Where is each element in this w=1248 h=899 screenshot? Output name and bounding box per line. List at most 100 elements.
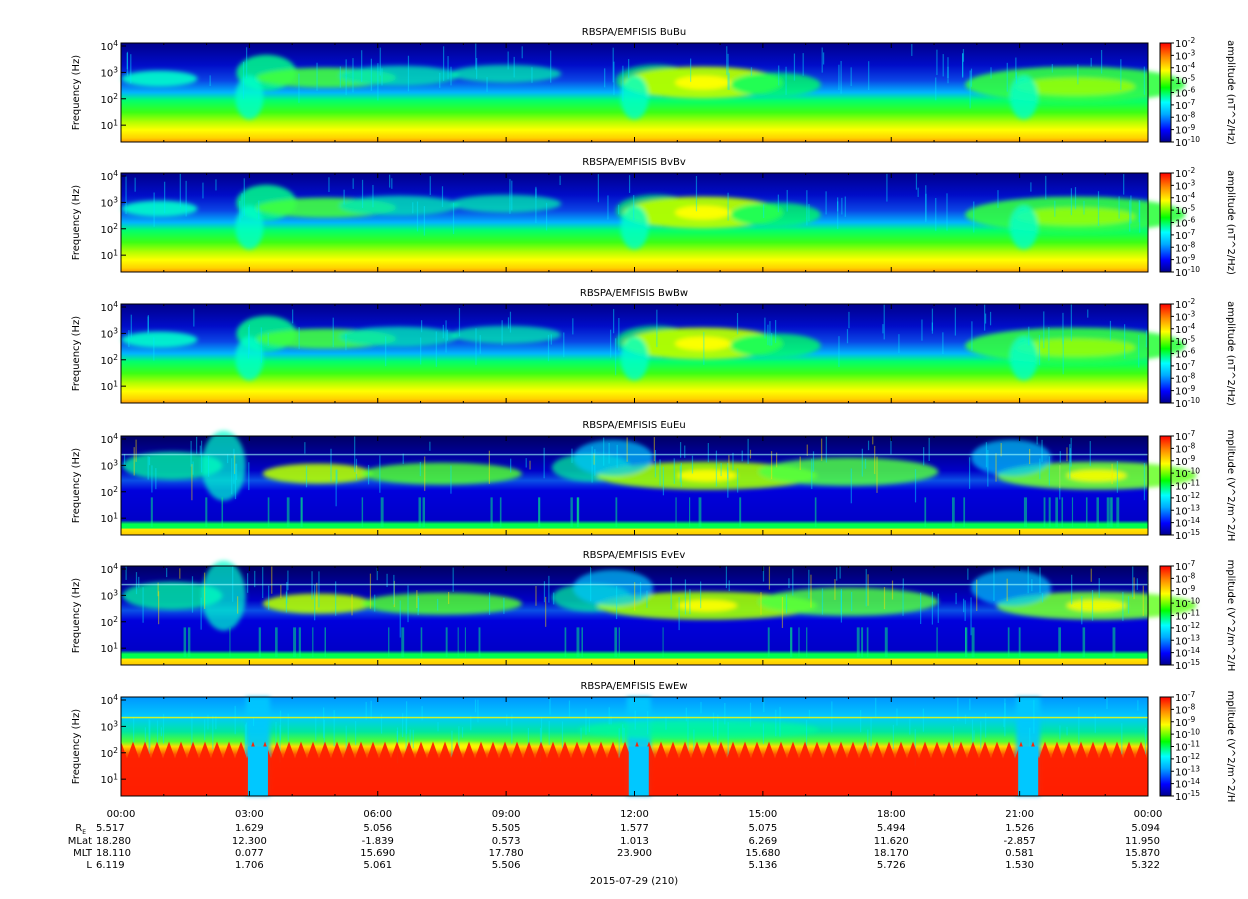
streak (802, 53, 804, 76)
ephemeris-value: 5.322 (1131, 860, 1160, 871)
streak (1089, 441, 1091, 467)
colorbar-tick-label: 10-4 (1175, 61, 1195, 75)
streak (618, 204, 620, 215)
streak (193, 308, 195, 327)
streak (461, 727, 464, 738)
streak (970, 597, 972, 636)
streak (790, 627, 792, 658)
streak (678, 597, 680, 631)
streak (243, 178, 245, 217)
y-axis-label: Frequency (Hz) (71, 185, 82, 261)
streak (768, 566, 771, 590)
tick-exponent: -4 (1188, 322, 1196, 331)
colorbar-tick-label: 10-12 (1175, 491, 1200, 505)
colorbar-tick-label: 10-5 (1175, 203, 1195, 217)
streak (970, 68, 973, 87)
streak (920, 592, 922, 624)
streak (928, 437, 930, 461)
tick-exponent: -7 (1188, 228, 1196, 237)
streak (144, 727, 146, 745)
colorbar-gradient (1159, 696, 1172, 797)
streak (618, 317, 620, 351)
streak (370, 58, 373, 91)
streak (386, 573, 388, 587)
colorbar-tick-label: 10-5 (1175, 334, 1195, 348)
streak (825, 436, 827, 463)
streak (212, 715, 214, 750)
tick-base: 10 (1175, 612, 1188, 623)
streak (437, 722, 439, 732)
streak (183, 627, 187, 658)
emission-feature (235, 205, 264, 250)
streak (615, 586, 618, 620)
colorbar-tick-label: 10-14 (1175, 777, 1200, 791)
streak (1033, 699, 1035, 734)
streak (1118, 196, 1120, 219)
streak (724, 702, 726, 725)
streak (458, 726, 460, 757)
streak (267, 497, 270, 528)
tick-exponent: 3 (113, 459, 118, 468)
tick-base: 10 (1175, 206, 1188, 217)
streak (407, 55, 410, 92)
streak (942, 54, 944, 77)
ephemeris-value: -2.857 (1004, 836, 1036, 847)
colorbar-tick-label: 10-7 (1175, 228, 1195, 242)
streak (547, 334, 550, 362)
spectrogram-features (121, 54, 1186, 120)
streak (923, 447, 925, 466)
streak (805, 719, 808, 754)
ephemeris-value: 6.119 (96, 860, 125, 871)
colorbar: 10-710-810-910-1010-1110-1210-1310-1410-… (1159, 429, 1236, 542)
streak (931, 591, 933, 625)
streak (166, 568, 168, 578)
tick-base: 10 (1175, 362, 1188, 373)
streak (488, 450, 490, 484)
streak (814, 497, 817, 528)
streak (248, 462, 250, 491)
streak (423, 206, 425, 236)
tick-base: 10 (1175, 693, 1188, 704)
tick-exponent: -5 (1188, 73, 1196, 82)
streak (1039, 567, 1041, 593)
streak (1007, 627, 1010, 658)
streak (418, 497, 421, 528)
y-tick-label: 101 (100, 248, 118, 262)
emission-feature (451, 325, 562, 344)
tick-exponent: -8 (1188, 703, 1196, 712)
tick-exponent: -12 (1188, 491, 1200, 500)
emission-feature (674, 205, 731, 220)
streak (997, 190, 999, 208)
streak (618, 728, 620, 761)
streak (703, 331, 705, 365)
tick-base: 10 (100, 435, 113, 446)
streak (971, 321, 973, 351)
panel-title: RBSPA/EMFISIS BwBw (580, 288, 688, 299)
ephemeris-value: 5.505 (492, 823, 521, 834)
streak (509, 311, 512, 333)
streak (207, 714, 209, 730)
streak (1041, 439, 1043, 462)
colorbar: 10-210-310-410-510-610-710-810-910-10 amp… (1159, 166, 1236, 279)
streak (749, 702, 752, 727)
streak (535, 186, 537, 223)
ephemeris-row-label: RE (75, 823, 86, 836)
streak (770, 451, 773, 480)
streak (874, 445, 876, 474)
streak (529, 460, 531, 470)
ephemeris-value: 5.726 (877, 860, 906, 871)
streak (952, 725, 955, 749)
streak (856, 627, 860, 658)
ephemeris-value: 18.280 (96, 836, 131, 847)
streak (739, 497, 742, 528)
streak (424, 456, 426, 491)
streak (549, 697, 551, 715)
emission-feature (578, 719, 819, 740)
streak (821, 47, 823, 73)
streak (543, 581, 546, 603)
tick-base: 10 (100, 488, 113, 499)
streak (447, 591, 450, 605)
tick-exponent: 1 (113, 248, 118, 257)
streak (1041, 593, 1044, 603)
streak (1129, 200, 1131, 232)
